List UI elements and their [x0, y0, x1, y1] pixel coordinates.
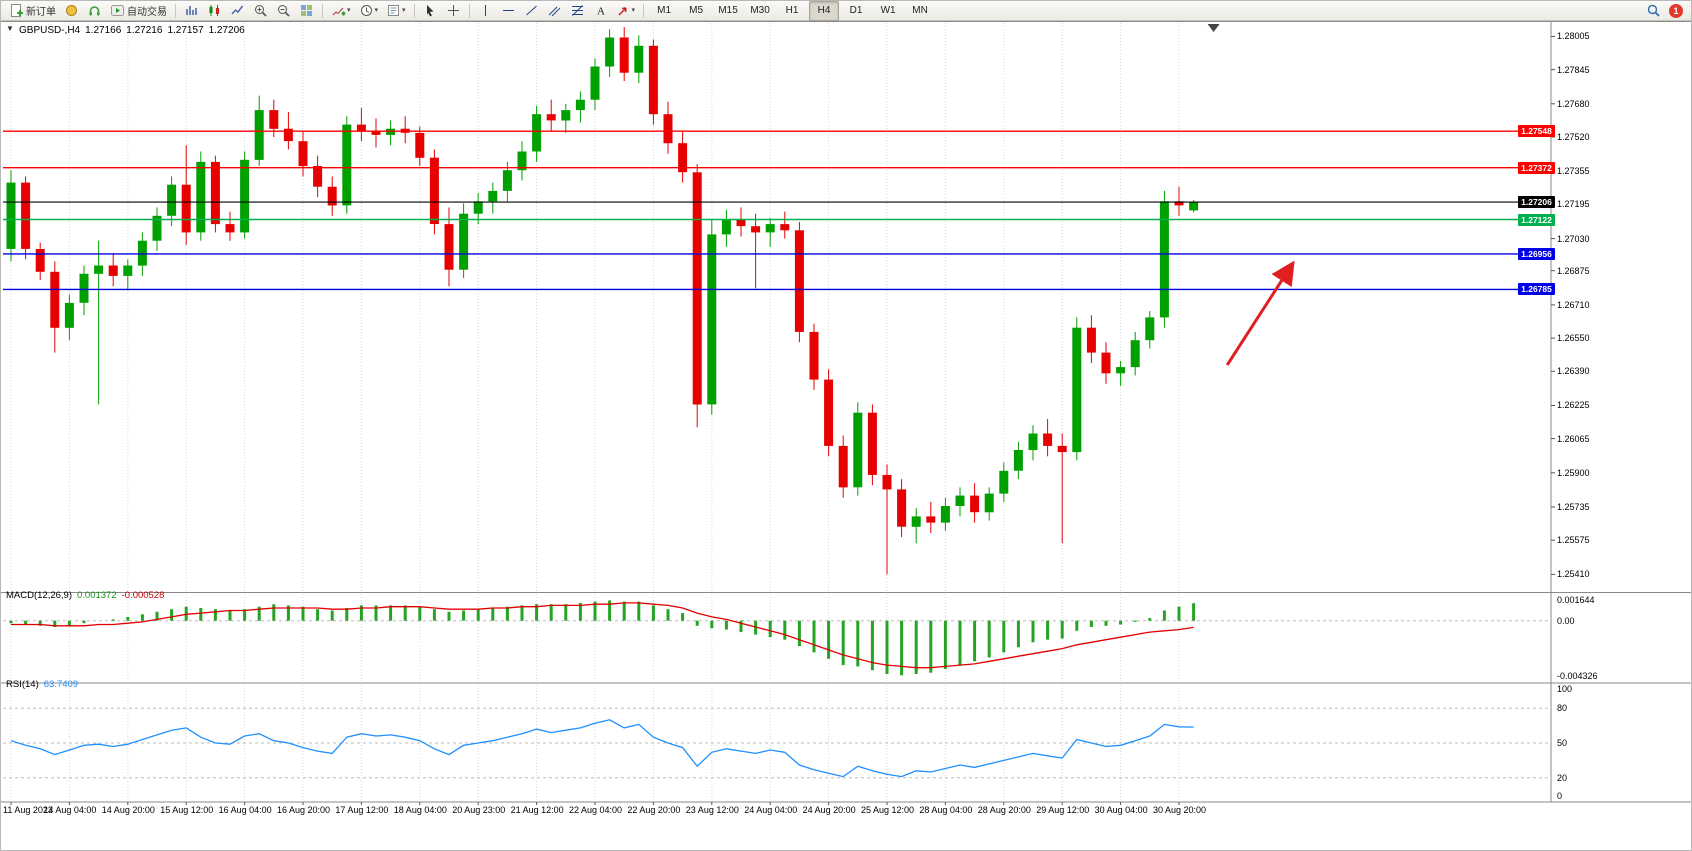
- main-toolbar: 新订单 自动交易 ▾ ▾ ▾ A ▾ M1 M5 M: [1, 1, 1691, 21]
- timeframe-button-m1[interactable]: M1: [657, 5, 672, 16]
- arrow-tool-icon: [618, 7, 627, 16]
- toolbar-separator: [413, 3, 415, 18]
- timeframe-button-m15[interactable]: M15: [718, 5, 738, 16]
- toolbar-separator: [468, 3, 470, 18]
- arrows-tool[interactable]: ▾: [613, 1, 639, 21]
- channel-icon: [548, 6, 560, 17]
- cursor-icon: [426, 5, 434, 17]
- toolbar-right-group: 1: [1642, 1, 1687, 21]
- chevron-down-icon: ▾: [374, 7, 379, 14]
- tile-windows-icon: [301, 5, 312, 16]
- ohlc-close: 1.27206: [208, 25, 245, 36]
- toolbar-separator: [175, 3, 176, 18]
- zoom-out-button[interactable]: [273, 1, 294, 21]
- chevron-down-icon: ▾: [631, 7, 636, 14]
- chart-area: 1.28005 1.27845 1.27680 1.27520 1.27355 1.271…: [1, 21, 1691, 850]
- tile-windows-button[interactable]: [296, 1, 317, 21]
- new-order-icon: [11, 4, 23, 17]
- line-chart-icon: [231, 5, 244, 15]
- timeframe-button-mn[interactable]: MN: [912, 5, 928, 16]
- macd-histogram: [9, 600, 1196, 676]
- ohlc-low: 1.27157: [167, 25, 204, 36]
- indicators-icon: [332, 7, 346, 16]
- market-watch-button[interactable]: [61, 1, 82, 21]
- trendline-icon: [525, 5, 537, 16]
- zoom-in-icon: [255, 5, 267, 17]
- macd-signal-value: -0.000528: [121, 590, 165, 601]
- chart-title-overlay: GBPUSD-,H4 1.27166 1.27216 1.27157 1.27206: [19, 25, 250, 36]
- new-order-button[interactable]: 新订单: [6, 1, 59, 21]
- timeframe-button-h1[interactable]: H1: [785, 5, 799, 16]
- trendline-tool[interactable]: [521, 1, 542, 21]
- timeframe-button-m30[interactable]: M30: [750, 5, 770, 16]
- symbol-period-label: GBPUSD-,H4: [19, 25, 81, 36]
- template-icon: [388, 5, 400, 16]
- templates-button[interactable]: ▾: [383, 1, 409, 21]
- candlestick-chart-button[interactable]: [204, 1, 225, 21]
- timeframe-button-h4[interactable]: H4: [809, 1, 840, 21]
- bar-chart-button[interactable]: [181, 1, 202, 21]
- clock-icon: [360, 5, 372, 16]
- notification-badge[interactable]: 1: [1669, 3, 1683, 18]
- price-axis[interactable]: [1551, 21, 1691, 802]
- rsi-value: 63.7409: [43, 679, 79, 690]
- auto-trading-icon: [111, 5, 124, 16]
- auto-trading-label: 自动交易: [127, 7, 167, 18]
- one-click-trading-toggle[interactable]: ▼: [6, 24, 14, 33]
- auto-trading-button[interactable]: 自动交易: [107, 1, 170, 21]
- horizontal-line-tool[interactable]: [498, 1, 519, 21]
- vertical-line-icon: [484, 5, 486, 16]
- headset-icon: [89, 6, 100, 16]
- ohlc-open: 1.27166: [85, 25, 122, 36]
- candles-layer: [6, 27, 1199, 575]
- chevron-down-icon: ▾: [402, 7, 406, 14]
- fibonacci-tool[interactable]: [567, 1, 588, 21]
- timeframe-button-w1[interactable]: W1: [880, 5, 896, 16]
- gold-coin-icon: [66, 5, 77, 16]
- channel-tool[interactable]: [544, 1, 565, 21]
- toolbar-separator: [643, 3, 645, 18]
- bar-chart-icon: [186, 6, 197, 15]
- chart-shift-marker[interactable]: [1207, 24, 1220, 32]
- fibonacci-icon: [571, 5, 583, 16]
- horizontal-line-icon: [502, 10, 514, 11]
- rsi-line: [10, 719, 1194, 778]
- zoom-in-button[interactable]: [250, 1, 271, 21]
- rsi-label: RSI(14) 63.7409: [6, 679, 79, 690]
- line-chart-button[interactable]: [227, 1, 248, 21]
- macd-label: MACD(12,26,9) 0.001372 -0.000528: [6, 590, 165, 601]
- text-tool[interactable]: A: [590, 1, 611, 21]
- crosshair-button[interactable]: [443, 1, 464, 21]
- macd-signal-line: [11, 602, 1194, 669]
- cursor-button[interactable]: [420, 1, 441, 21]
- rsi-panel-separator[interactable]: [1, 680, 1691, 684]
- support-button[interactable]: [84, 1, 105, 21]
- svg-text:A: A: [597, 6, 605, 18]
- arrow-annotation[interactable]: [1225, 260, 1295, 366]
- search-icon: [1647, 4, 1660, 17]
- chevron-down-icon: ▾: [347, 7, 351, 14]
- macd-panel-separator[interactable]: [1, 590, 1691, 594]
- macd-main-value: 0.001372: [77, 590, 117, 601]
- periods-button[interactable]: ▾: [356, 1, 382, 21]
- toolbar-separator: [322, 3, 323, 18]
- indicators-button[interactable]: ▾: [328, 1, 354, 21]
- zoom-out-icon: [278, 5, 290, 17]
- timeframe-button-d1[interactable]: D1: [849, 5, 863, 16]
- time-axis[interactable]: [1, 802, 1691, 832]
- search-button[interactable]: [1643, 1, 1664, 21]
- new-order-label: 新订单: [26, 7, 56, 18]
- ohlc-high: 1.27216: [126, 25, 163, 36]
- vertical-line-tool[interactable]: [475, 1, 496, 21]
- candlestick-chart-icon: [209, 5, 219, 16]
- text-icon: A: [597, 6, 605, 18]
- timeframe-button-group: M1 M5 M15 M30 H1 H4 D1 W1 MN: [648, 1, 936, 21]
- crosshair-icon: [447, 5, 459, 16]
- timeframe-button-m5[interactable]: M5: [689, 5, 704, 16]
